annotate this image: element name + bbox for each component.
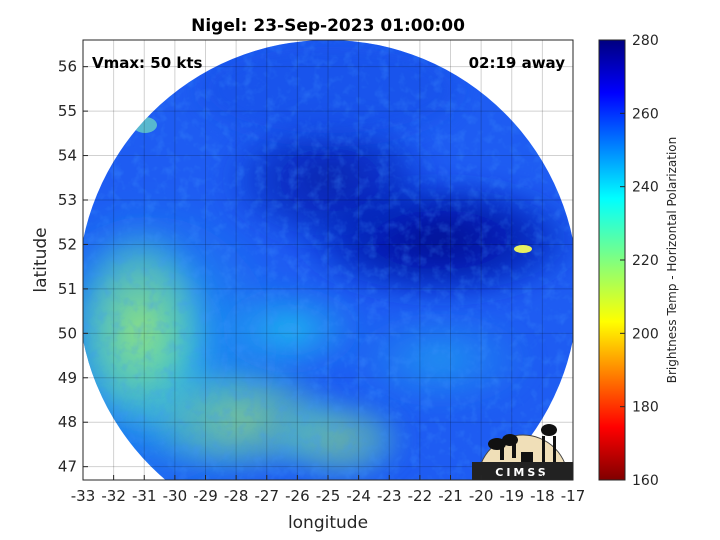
colorbar-tick-label: 180 [632, 400, 659, 416]
y-tick-label: 52 [58, 235, 77, 253]
colorbar-tick-label: 220 [632, 253, 659, 269]
colorbar-tick-label: 260 [632, 106, 659, 122]
x-axis: -33 -32 -31 -30 -29 -28 -27 -26 -25 -24 -23 -22 -21-… [71, 475, 586, 505]
x-tick-label: -23 [377, 487, 402, 505]
colorbar-tick-label: 160 [632, 473, 659, 489]
y-tick-label: 53 [58, 191, 77, 209]
x-tick-label: -29 [193, 487, 218, 505]
x-tick-label: -33 [71, 487, 96, 505]
x-tick-label: -24 [346, 487, 371, 505]
x-axis-label: longitude [288, 513, 368, 533]
x-tick-label: -22 [408, 487, 433, 505]
y-tick-label: 51 [58, 280, 77, 298]
y-tick-label: 48 [58, 413, 77, 431]
colorbar-tick-label: 280 [632, 33, 659, 49]
x-tick-label: -32 [101, 487, 126, 505]
x-tick-label: -31 [132, 487, 157, 505]
y-tick-label: 55 [58, 102, 77, 120]
y-tick-label: 49 [58, 369, 77, 387]
colorbar-label: Brightness Temp - Horizontal Polarizatio… [665, 137, 679, 384]
chart-title: Nigel: 23-Sep-2023 01:00:00 [191, 16, 465, 36]
colorbar-tick-label: 200 [632, 326, 659, 342]
x-tick-label: -25 [316, 487, 341, 505]
x-tick-label: -30 [163, 487, 188, 505]
y-tick-label: 50 [58, 324, 77, 342]
colorbar-tick-label: 240 [632, 180, 659, 196]
y-tick-label: 56 [58, 58, 77, 76]
grid-lines [82, 40, 574, 480]
colorbar: 160 180 200 220 240 260 280 Brightness Temp - … [598, 33, 679, 489]
x-tick-label: -21 [438, 487, 463, 505]
cimss-logo: CIMSS [472, 424, 573, 481]
logo-text: CIMSS [495, 466, 548, 479]
x-tick-label: -19 [500, 487, 525, 505]
x-tick-label: -28 [224, 487, 249, 505]
vmax-annotation: Vmax: 50 kts [92, 54, 202, 72]
colorbar-ticks: 160 180 200 220 240 260 280 [620, 33, 659, 489]
x-tick-label: -17 [561, 487, 586, 505]
x-tick-label: -18 [530, 487, 555, 505]
x-tick-label: -20 [469, 487, 494, 505]
y-tick-label: 47 [58, 458, 77, 476]
x-tick-label: -27 [255, 487, 280, 505]
time-away-annotation: 02:19 away [469, 54, 566, 72]
y-axis: 47 48 49 50 51 52 53 54 55 56 [58, 58, 88, 476]
x-tick-label: -26 [285, 487, 310, 505]
y-tick-label: 54 [58, 147, 77, 165]
swath-image [83, 40, 573, 480]
y-axis-label: latitude [31, 227, 51, 292]
